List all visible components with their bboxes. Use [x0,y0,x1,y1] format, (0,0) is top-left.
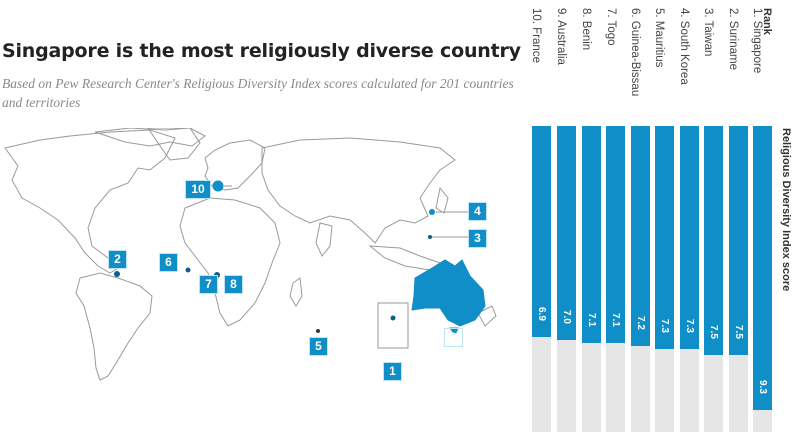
australia-highlight [411,259,486,327]
greenland [147,128,201,161]
category-label: 4. South Korea [678,8,690,85]
bar-south-korea: 7.3 [680,126,699,432]
bar-value: 7.5 [733,325,744,339]
japan [435,186,449,214]
bar-value: 6.9 [536,307,547,321]
bar-singapore: 9.3 [753,126,772,432]
asia [261,137,456,244]
singapore-inset [377,302,409,349]
bar-value: 7.2 [635,316,646,330]
bar-value: 7.0 [561,310,572,324]
rank-header: Rank [761,8,773,35]
bar-value: 7.1 [610,313,621,327]
map-badge-rank-10: 10 [185,180,211,199]
bar-value: 9.3 [757,380,768,394]
bar-togo: 7.1 [606,126,625,432]
bar-suriname: 7.5 [729,126,748,432]
category-label: 1. Singapore [751,8,763,74]
map-badge-rank-6: 6 [159,253,178,272]
map-badge-rank-2: 2 [108,250,127,269]
india [315,222,333,257]
africa [179,197,281,327]
chart-title: Singapore is the most religiously divers… [2,40,521,62]
bar-value: 7.1 [586,313,597,327]
south-korea-highlight [429,209,435,215]
europe [204,139,266,191]
category-label: 6. Guinea-Bissau [629,8,641,97]
category-label: 3. Taiwan [702,8,714,57]
map-badge-rank-3: 3 [468,229,487,248]
mauritius-highlight [316,329,320,333]
bar-benin: 7.1 [582,126,601,432]
madagascar [289,277,303,307]
map-badge-rank-9: 9 [444,328,463,347]
world-map [4,128,497,381]
north-america [4,129,176,274]
category-label: 2. Suriname [727,8,739,71]
bar-mauritius: 7.3 [655,126,674,432]
category-label: 5. Mauritius [653,8,665,68]
map-badge-rank-7: 7 [199,275,218,294]
taiwan-highlight [428,235,432,239]
category-label: 10. France [530,8,542,63]
singapore-highlight [390,315,396,321]
bar-value: 7.3 [684,319,695,333]
map-badge-rank-5: 5 [309,337,328,356]
suriname-highlight [114,271,120,277]
category-label: 9. Australia [555,8,567,65]
map-badge-rank-1: 1 [383,362,402,381]
france-highlight [212,180,224,192]
bar-value: 7.3 [659,319,670,333]
y-axis-label: Religious Diversity Index score [780,128,792,292]
category-label: 8. Benin [580,8,592,51]
bar-australia: 7.0 [557,126,576,432]
bar-guinea-bissau: 7.2 [631,126,650,432]
map-badge-rank-4: 4 [468,202,487,221]
bar-value: 7.5 [708,325,719,339]
new-zealand [477,305,497,327]
guinea-bissau-highlight [185,267,191,273]
south-america [75,272,153,381]
bar-france: 6.9 [532,126,551,432]
bar-taiwan: 7.5 [704,126,723,432]
chart-subtitle: Based on Pew Research Center's Religious… [2,76,514,110]
category-label: 7. Togo [605,8,617,46]
map-badge-rank-8: 8 [224,275,243,294]
